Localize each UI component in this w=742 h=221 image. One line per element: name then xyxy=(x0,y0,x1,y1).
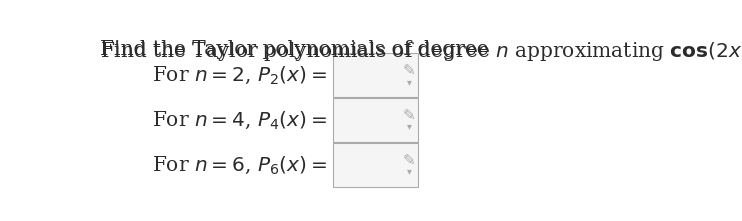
Text: ✎: ✎ xyxy=(403,153,416,168)
Text: ▾: ▾ xyxy=(407,122,411,131)
Text: For $n = 4$, $P_4(x) =$: For $n = 4$, $P_4(x) =$ xyxy=(151,109,326,131)
Text: Find the Taylor polynomials of degree: Find the Taylor polynomials of degree xyxy=(100,40,496,59)
Text: ▾: ▾ xyxy=(407,166,411,176)
Text: ✎: ✎ xyxy=(403,108,416,123)
FancyBboxPatch shape xyxy=(333,143,418,187)
Text: For $n = 2$, $P_2(x) =$: For $n = 2$, $P_2(x) =$ xyxy=(151,65,326,86)
FancyBboxPatch shape xyxy=(333,98,418,142)
Text: Find the Taylor polynomials of degree $n$ approximating $\mathbf{cos}(2x)$ for $: Find the Taylor polynomials of degree $n… xyxy=(100,40,742,63)
FancyBboxPatch shape xyxy=(333,53,418,97)
Text: For $n = 6$, $P_6(x) =$: For $n = 6$, $P_6(x) =$ xyxy=(151,154,326,175)
Text: ▾: ▾ xyxy=(407,77,411,87)
Text: ✎: ✎ xyxy=(403,63,416,78)
